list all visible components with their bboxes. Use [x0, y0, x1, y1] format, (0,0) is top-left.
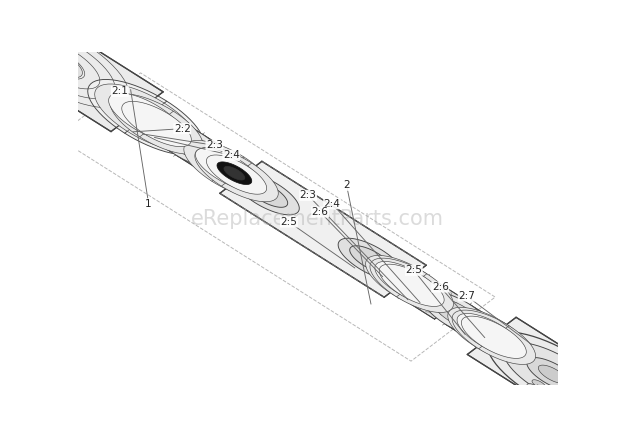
Polygon shape [195, 148, 260, 190]
Polygon shape [448, 307, 531, 362]
Polygon shape [102, 88, 190, 146]
Polygon shape [379, 264, 444, 307]
Polygon shape [134, 110, 244, 180]
Text: 2:5: 2:5 [405, 265, 422, 275]
Polygon shape [220, 162, 426, 297]
Polygon shape [452, 310, 536, 365]
Polygon shape [564, 355, 577, 365]
Polygon shape [136, 110, 198, 152]
Text: 2: 2 [343, 180, 350, 191]
Polygon shape [55, 59, 73, 71]
Polygon shape [527, 358, 578, 391]
Polygon shape [122, 101, 192, 147]
Polygon shape [538, 365, 566, 383]
Text: 2:3: 2:3 [299, 191, 317, 200]
Polygon shape [217, 162, 252, 184]
Text: 1: 1 [145, 199, 152, 209]
Polygon shape [527, 384, 541, 393]
Polygon shape [45, 53, 73, 71]
Polygon shape [224, 166, 245, 180]
Polygon shape [79, 39, 91, 47]
Polygon shape [503, 343, 601, 406]
Polygon shape [338, 238, 403, 281]
Text: 2:6: 2:6 [432, 282, 449, 292]
Text: 2:4: 2:4 [324, 199, 340, 209]
Polygon shape [195, 147, 278, 202]
Polygon shape [36, 47, 82, 78]
Polygon shape [445, 304, 500, 343]
Polygon shape [461, 316, 526, 359]
Text: 2:2: 2:2 [174, 124, 191, 134]
Text: 2:7: 2:7 [458, 291, 475, 301]
Polygon shape [206, 155, 267, 194]
Polygon shape [559, 359, 572, 368]
Polygon shape [400, 276, 463, 319]
Polygon shape [113, 96, 187, 144]
Polygon shape [184, 140, 272, 198]
Polygon shape [164, 128, 215, 161]
Text: 2:6: 2:6 [312, 207, 329, 217]
Polygon shape [175, 134, 237, 177]
Polygon shape [52, 58, 66, 67]
Polygon shape [234, 173, 299, 215]
Polygon shape [376, 262, 452, 312]
Polygon shape [27, 78, 40, 86]
Text: 2:3: 2:3 [206, 140, 223, 150]
Polygon shape [487, 332, 617, 417]
Polygon shape [434, 299, 481, 329]
Text: 2:5: 2:5 [280, 217, 298, 227]
Polygon shape [108, 93, 183, 141]
Polygon shape [125, 103, 175, 136]
Text: eReplacementParts.com: eReplacementParts.com [191, 209, 445, 229]
Polygon shape [402, 279, 495, 338]
Text: 2:4: 2:4 [223, 150, 240, 160]
Polygon shape [375, 262, 440, 304]
Polygon shape [457, 313, 522, 355]
Polygon shape [22, 74, 45, 90]
Polygon shape [366, 255, 449, 310]
Polygon shape [33, 42, 163, 132]
Text: 2:1: 2:1 [112, 86, 128, 96]
Polygon shape [110, 94, 203, 154]
Polygon shape [370, 258, 453, 313]
Polygon shape [152, 120, 226, 169]
Polygon shape [350, 246, 391, 273]
Polygon shape [95, 84, 197, 150]
Polygon shape [467, 317, 577, 393]
Polygon shape [532, 380, 546, 389]
Polygon shape [246, 180, 288, 207]
Polygon shape [87, 80, 203, 155]
Polygon shape [422, 291, 492, 337]
Polygon shape [73, 36, 97, 50]
Polygon shape [388, 270, 440, 303]
